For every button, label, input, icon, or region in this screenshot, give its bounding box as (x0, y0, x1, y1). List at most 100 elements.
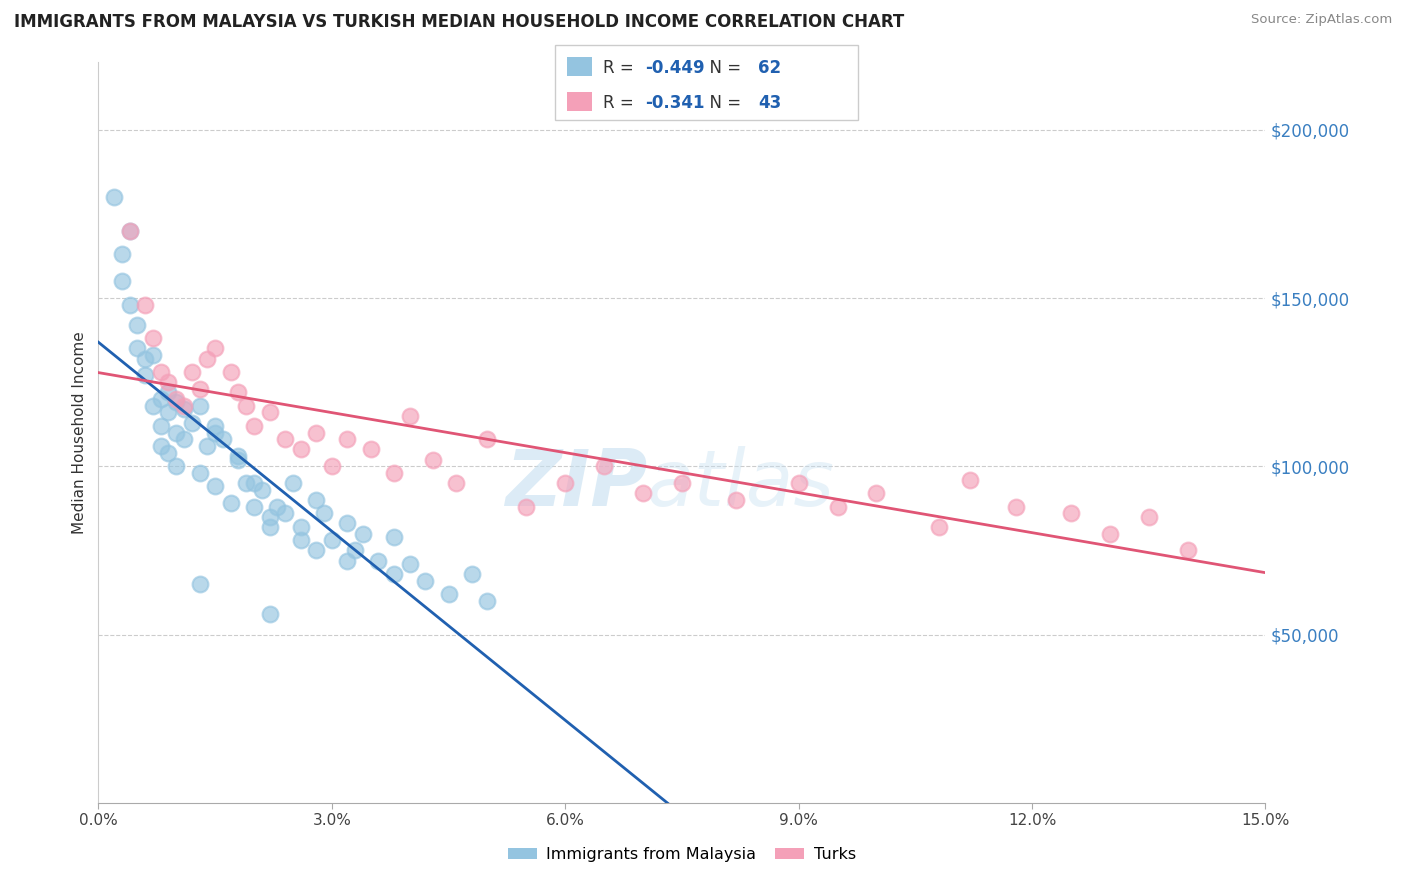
Y-axis label: Median Household Income: Median Household Income (72, 331, 87, 534)
Point (142, 348, 165, 362)
Point (336, 553, 359, 567)
Point (188, 466, 211, 480)
Point (165, 395, 187, 409)
Point (243, 500, 266, 514)
Point (235, 399, 257, 413)
Point (360, 442, 382, 457)
Point (204, 425, 226, 440)
Point (103, 190, 125, 204)
Point (180, 365, 202, 379)
Point (259, 607, 281, 622)
Point (157, 375, 180, 389)
Point (259, 405, 281, 419)
Point (149, 365, 172, 379)
Text: R =: R = (603, 94, 640, 112)
Point (321, 533, 343, 548)
Text: atlas: atlas (647, 446, 835, 523)
Text: 62: 62 (758, 59, 780, 77)
Point (219, 496, 242, 510)
Point (228, 452, 250, 467)
Point (477, 594, 499, 608)
Point (173, 399, 195, 413)
Point (413, 574, 436, 588)
Point (243, 476, 266, 491)
Point (422, 452, 444, 467)
Point (149, 392, 172, 406)
Legend: Immigrants from Malaysia, Turks: Immigrants from Malaysia, Turks (502, 841, 862, 869)
Point (344, 543, 367, 558)
Point (188, 399, 211, 413)
Point (259, 509, 281, 524)
Point (165, 392, 187, 406)
Point (312, 507, 335, 521)
Text: ZIP: ZIP (505, 446, 647, 523)
Text: N =: N = (699, 94, 747, 112)
Point (235, 476, 257, 491)
Point (446, 476, 468, 491)
Point (157, 385, 180, 400)
Point (111, 274, 134, 288)
Point (321, 459, 343, 474)
Point (149, 439, 172, 453)
Point (827, 500, 849, 514)
Point (134, 368, 156, 383)
Point (554, 476, 576, 491)
Text: -0.341: -0.341 (645, 94, 704, 112)
Point (228, 449, 250, 463)
Point (305, 492, 328, 507)
Point (204, 342, 226, 356)
Point (180, 416, 202, 430)
Point (865, 486, 887, 500)
Point (671, 476, 693, 491)
Point (134, 351, 156, 366)
Point (1060, 507, 1083, 521)
Point (352, 526, 374, 541)
Point (259, 520, 281, 534)
Point (173, 433, 195, 447)
Point (165, 425, 187, 440)
Point (382, 466, 405, 480)
Point (290, 533, 312, 548)
Point (928, 520, 950, 534)
Point (336, 433, 359, 447)
Point (173, 402, 195, 417)
Point (118, 224, 141, 238)
Point (1177, 543, 1199, 558)
Point (477, 433, 499, 447)
Point (188, 382, 211, 396)
Point (281, 476, 304, 491)
Text: N =: N = (699, 59, 747, 77)
Point (228, 385, 250, 400)
Point (398, 557, 420, 571)
Text: -0.449: -0.449 (645, 59, 704, 77)
Point (725, 492, 748, 507)
Point (274, 507, 297, 521)
Point (111, 247, 134, 261)
Point (142, 399, 165, 413)
Point (195, 439, 218, 453)
Point (157, 405, 180, 419)
Point (127, 318, 149, 332)
Point (382, 530, 405, 544)
Point (367, 553, 389, 567)
Point (243, 418, 266, 433)
Point (204, 479, 226, 493)
Text: Source: ZipAtlas.com: Source: ZipAtlas.com (1251, 13, 1392, 27)
Point (787, 476, 810, 491)
Point (118, 224, 141, 238)
Point (142, 331, 165, 345)
Point (437, 587, 460, 601)
Text: R =: R = (603, 59, 640, 77)
Point (305, 543, 328, 558)
Point (515, 500, 537, 514)
Point (204, 418, 226, 433)
Point (290, 442, 312, 457)
Text: 43: 43 (758, 94, 782, 112)
Point (188, 577, 211, 591)
Point (219, 365, 242, 379)
Point (127, 342, 149, 356)
Point (165, 459, 187, 474)
Point (1137, 509, 1160, 524)
Point (134, 298, 156, 312)
Point (336, 516, 359, 531)
